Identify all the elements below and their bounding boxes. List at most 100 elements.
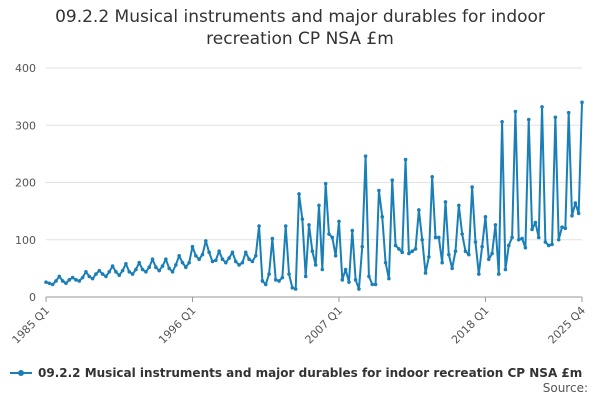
data-point[interactable] xyxy=(343,267,348,272)
data-point[interactable] xyxy=(540,105,544,109)
data-point[interactable] xyxy=(200,252,205,257)
data-point[interactable] xyxy=(230,250,235,255)
data-point[interactable] xyxy=(560,225,564,229)
data-point[interactable] xyxy=(573,201,578,205)
data-point[interactable] xyxy=(437,235,441,240)
data-point[interactable] xyxy=(114,270,118,274)
data-point[interactable] xyxy=(180,260,185,265)
data-point[interactable] xyxy=(520,236,524,241)
data-point[interactable] xyxy=(393,243,398,248)
data-point[interactable] xyxy=(283,224,288,228)
data-point[interactable] xyxy=(533,220,538,225)
data-point[interactable] xyxy=(486,257,491,262)
data-point[interactable] xyxy=(144,270,148,274)
data-point[interactable] xyxy=(313,263,318,267)
data-point[interactable] xyxy=(197,257,201,262)
data-point[interactable] xyxy=(430,174,434,179)
data-point[interactable] xyxy=(64,281,68,286)
data-point[interactable] xyxy=(536,235,541,240)
data-point[interactable] xyxy=(363,154,368,158)
data-point[interactable] xyxy=(280,275,285,280)
data-point[interactable] xyxy=(263,282,268,287)
data-point[interactable] xyxy=(380,215,385,219)
data-point[interactable] xyxy=(290,286,295,290)
data-point[interactable] xyxy=(323,181,328,186)
data-point[interactable] xyxy=(500,120,504,124)
data-point[interactable] xyxy=(523,245,528,250)
data-point[interactable] xyxy=(97,268,102,273)
data-point[interactable] xyxy=(90,276,95,281)
data-point[interactable] xyxy=(370,282,375,287)
data-point[interactable] xyxy=(213,258,218,263)
data-point[interactable] xyxy=(240,260,245,265)
data-point[interactable] xyxy=(470,185,474,189)
data-point[interactable] xyxy=(483,215,488,219)
data-point[interactable] xyxy=(516,237,521,242)
data-point[interactable] xyxy=(237,263,241,267)
data-point[interactable] xyxy=(257,224,261,228)
data-point[interactable] xyxy=(450,266,454,271)
data-point[interactable] xyxy=(423,271,428,275)
data-point[interactable] xyxy=(187,260,191,265)
data-point[interactable] xyxy=(253,253,258,258)
data-point[interactable] xyxy=(303,274,308,279)
data-point[interactable] xyxy=(420,237,425,242)
data-point[interactable] xyxy=(87,274,92,279)
data-point[interactable] xyxy=(233,259,238,264)
data-point[interactable] xyxy=(174,263,178,267)
data-point[interactable] xyxy=(227,256,231,260)
data-point[interactable] xyxy=(80,275,85,280)
data-point[interactable] xyxy=(496,272,501,276)
data-point[interactable] xyxy=(157,268,161,273)
data-point[interactable] xyxy=(546,243,551,248)
data-point[interactable] xyxy=(530,227,534,232)
data-point[interactable] xyxy=(580,100,584,105)
data-point[interactable] xyxy=(170,270,175,274)
data-point[interactable] xyxy=(120,268,125,273)
data-point[interactable] xyxy=(243,250,248,255)
data-point[interactable] xyxy=(377,188,381,193)
data-point[interactable] xyxy=(563,226,568,231)
data-point[interactable] xyxy=(134,267,138,272)
data-point[interactable] xyxy=(350,228,355,233)
data-point[interactable] xyxy=(260,279,265,283)
data-point[interactable] xyxy=(107,270,112,274)
data-point[interactable] xyxy=(320,267,325,272)
data-point[interactable] xyxy=(457,203,461,208)
data-point[interactable] xyxy=(127,270,132,274)
data-point[interactable] xyxy=(447,252,451,257)
data-point[interactable] xyxy=(403,157,408,162)
data-point[interactable] xyxy=(84,270,88,274)
data-point[interactable] xyxy=(333,253,338,258)
data-point[interactable] xyxy=(250,259,255,264)
data-point[interactable] xyxy=(526,117,531,122)
data-point[interactable] xyxy=(137,260,142,265)
data-point[interactable] xyxy=(273,278,278,282)
data-point[interactable] xyxy=(490,251,494,256)
data-point[interactable] xyxy=(124,262,128,266)
data-point[interactable] xyxy=(217,249,221,253)
data-point[interactable] xyxy=(433,235,438,240)
data-point[interactable] xyxy=(44,280,48,284)
data-point[interactable] xyxy=(556,237,561,242)
data-point[interactable] xyxy=(150,257,155,262)
data-point[interactable] xyxy=(223,260,228,265)
data-point[interactable] xyxy=(270,236,275,241)
data-point[interactable] xyxy=(184,265,188,270)
data-point[interactable] xyxy=(387,276,391,281)
data-point[interactable] xyxy=(47,281,52,286)
data-point[interactable] xyxy=(413,247,418,251)
data-point[interactable] xyxy=(177,253,181,258)
data-point[interactable] xyxy=(77,279,82,283)
data-point[interactable] xyxy=(190,244,195,249)
data-point[interactable] xyxy=(467,252,471,257)
data-point[interactable] xyxy=(267,272,271,276)
data-point[interactable] xyxy=(513,109,518,114)
data-point[interactable] xyxy=(300,217,305,221)
data-point[interactable] xyxy=(373,282,378,287)
data-point[interactable] xyxy=(383,260,388,265)
data-point[interactable] xyxy=(410,249,415,253)
data-point[interactable] xyxy=(453,249,458,253)
data-point[interactable] xyxy=(543,240,548,244)
data-point[interactable] xyxy=(167,266,171,271)
